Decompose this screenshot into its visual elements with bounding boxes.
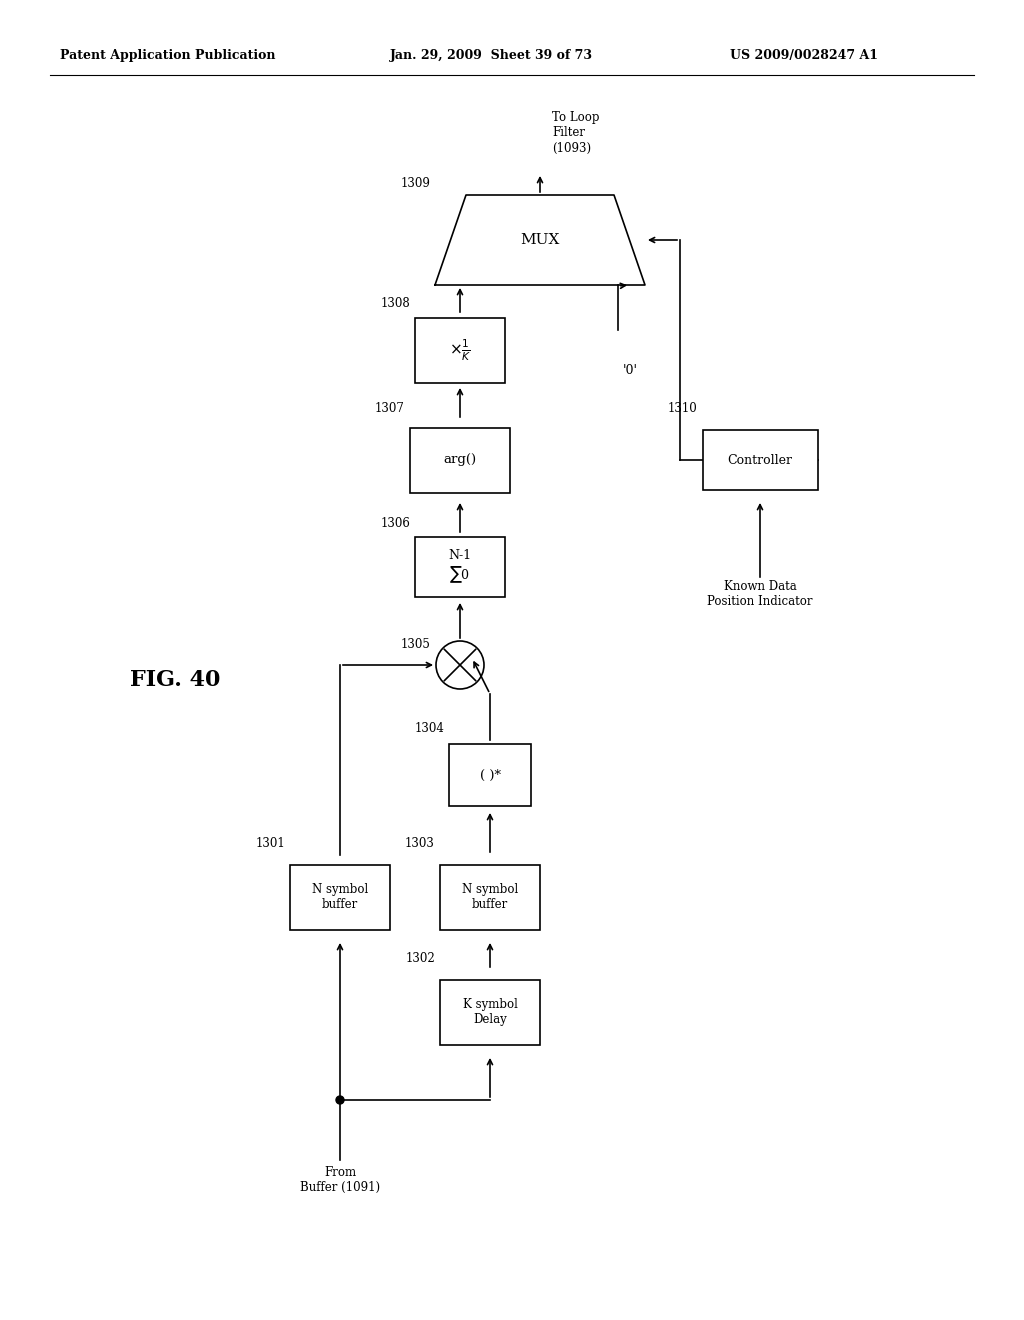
Text: Known Data
Position Indicator: Known Data Position Indicator: [708, 579, 813, 609]
Text: 1303: 1303: [406, 837, 435, 850]
Text: 1308: 1308: [380, 297, 410, 310]
Circle shape: [336, 1096, 344, 1104]
Text: 1302: 1302: [406, 952, 435, 965]
Text: From
Buffer (1091): From Buffer (1091): [300, 1166, 380, 1195]
Text: US 2009/0028247 A1: US 2009/0028247 A1: [730, 49, 878, 62]
Bar: [410, 428, 510, 492]
Text: 1309: 1309: [400, 177, 430, 190]
Text: arg(): arg(): [443, 454, 476, 466]
Text: 1310: 1310: [668, 403, 697, 414]
Text: 1307: 1307: [375, 403, 406, 414]
Bar: [415, 537, 505, 597]
Bar: [440, 865, 540, 929]
Text: FIG. 40: FIG. 40: [130, 669, 220, 690]
Text: ( )*: ( )*: [479, 768, 501, 781]
Text: 1301: 1301: [255, 837, 285, 850]
Text: Jan. 29, 2009  Sheet 39 of 73: Jan. 29, 2009 Sheet 39 of 73: [390, 49, 593, 62]
Text: Patent Application Publication: Patent Application Publication: [60, 49, 275, 62]
Text: N symbol
buffer: N symbol buffer: [312, 883, 368, 911]
Text: 1304: 1304: [414, 722, 444, 735]
Bar: [415, 318, 505, 383]
Bar: [702, 430, 817, 490]
Text: 1305: 1305: [401, 638, 431, 651]
Text: K symbol
Delay: K symbol Delay: [463, 998, 517, 1026]
Bar: [449, 744, 531, 807]
Text: N symbol
buffer: N symbol buffer: [462, 883, 518, 911]
Text: MUX: MUX: [520, 234, 560, 247]
Text: N-1
$\sum$0: N-1 $\sum$0: [449, 549, 472, 585]
Text: 1306: 1306: [380, 517, 410, 531]
Bar: [440, 979, 540, 1044]
Text: Controller: Controller: [727, 454, 793, 466]
Bar: [290, 865, 390, 929]
Text: '0': '0': [623, 363, 638, 376]
Text: $\times\frac{1}{K}$: $\times\frac{1}{K}$: [449, 337, 471, 363]
Text: To Loop
Filter
(1093): To Loop Filter (1093): [552, 111, 599, 154]
